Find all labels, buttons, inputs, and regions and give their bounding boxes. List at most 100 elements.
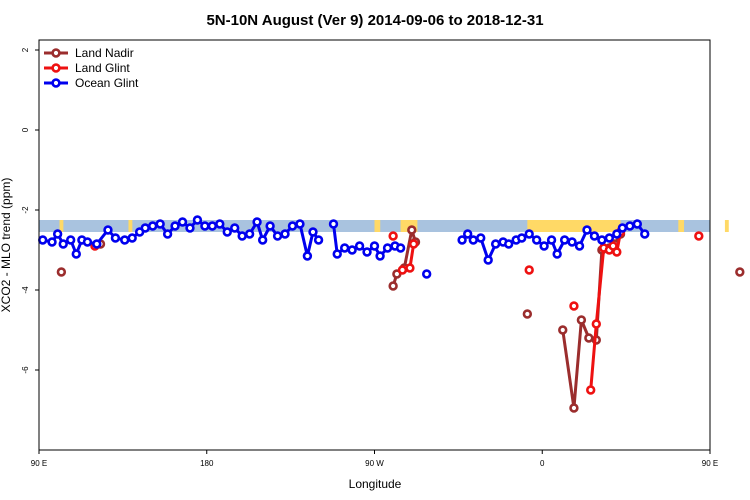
data-point-2-3-26 (640, 229, 650, 239)
y-tick-label-3: -4 (21, 286, 30, 294)
data-point-0-2-3 (407, 225, 417, 235)
data-point-2-0-20 (185, 223, 195, 233)
series-land-nadir (56, 225, 745, 413)
data-point-2-3-18 (582, 225, 592, 235)
data-point-2-1-3 (347, 245, 357, 255)
data-point-2-3-12 (539, 241, 549, 251)
y-tick-label-1: 0 (21, 127, 30, 132)
land-patch-2 (374, 220, 381, 232)
legend-marker-2 (51, 78, 61, 88)
data-point-1-5-5 (612, 247, 622, 257)
land-band-1 (527, 220, 621, 232)
data-point-1-1-0 (388, 231, 398, 241)
data-point-2-0-37 (308, 227, 318, 237)
data-point-2-0-16 (155, 219, 165, 229)
data-point-2-0-2 (52, 229, 63, 239)
data-point-1-2-2 (408, 239, 419, 249)
data-point-2-0-3 (58, 239, 68, 249)
data-point-2-3-22 (612, 229, 622, 239)
data-point-0-4-2 (576, 315, 587, 325)
data-point-2-3-20 (597, 235, 607, 245)
data-point-2-0-22 (200, 221, 210, 231)
data-point-2-3-3 (476, 233, 486, 243)
data-point-0-4-1 (569, 403, 579, 413)
y-axis: 2 0 -2 -4 -6 (21, 47, 39, 374)
legend-label-1: Land Glint (75, 61, 130, 75)
data-point-2-1-0 (328, 219, 339, 229)
data-point-2-0-32 (272, 231, 283, 241)
data-point-0-0-0 (56, 267, 67, 277)
legend-label-0: Land Nadir (75, 46, 134, 60)
series-layer (38, 215, 745, 413)
data-point-2-0-21 (192, 215, 203, 225)
data-point-0-3-0 (522, 309, 533, 319)
data-point-2-0-34 (287, 221, 298, 231)
y-tick-label-0: 2 (21, 47, 30, 52)
data-point-2-0-8 (92, 239, 102, 249)
data-point-2-3-24 (625, 221, 635, 231)
x-tick-label-2: 90 W (365, 459, 384, 468)
data-point-2-0-12 (127, 233, 137, 243)
data-point-1-2-0 (397, 265, 408, 275)
data-point-2-3-19 (589, 231, 600, 241)
data-point-1-5-1 (591, 319, 602, 329)
data-point-2-1-8 (382, 243, 393, 253)
data-point-2-3-2 (468, 235, 478, 245)
data-point-2-2-0 (421, 269, 432, 279)
data-point-2-3-11 (531, 235, 542, 245)
series-ocean-glint (38, 215, 650, 279)
data-point-2-3-4 (483, 255, 493, 265)
data-point-2-0-24 (215, 219, 225, 229)
data-point-2-1-1 (332, 249, 342, 259)
data-point-2-0-9 (103, 225, 113, 235)
data-point-2-3-1 (462, 229, 473, 239)
data-point-2-0-26 (230, 223, 240, 233)
data-point-2-3-16 (567, 237, 577, 247)
data-point-2-0-30 (257, 235, 268, 245)
data-point-2-0-25 (222, 227, 232, 237)
data-point-2-0-1 (47, 237, 57, 247)
data-point-2-1-4 (354, 241, 365, 251)
data-point-2-1-2 (339, 243, 350, 253)
data-point-2-3-9 (517, 233, 527, 243)
data-point-2-0-15 (147, 221, 158, 231)
data-point-2-3-15 (559, 235, 570, 245)
chart-title: 5N-10N August (Ver 9) 2014-09-06 to 2018… (206, 12, 543, 29)
data-point-1-6-0 (694, 231, 704, 241)
data-point-2-0-19 (177, 217, 188, 227)
data-point-2-0-17 (162, 229, 173, 239)
data-point-2-0-18 (170, 221, 180, 231)
data-point-0-4-3 (584, 333, 594, 343)
data-point-2-0-10 (110, 233, 121, 243)
data-point-2-3-21 (604, 233, 615, 243)
x-tick-label-4: 90 E (702, 459, 718, 468)
data-point-2-0-14 (140, 223, 150, 233)
y-tick-label-2: -2 (21, 206, 30, 214)
data-point-1-4-0 (569, 301, 579, 311)
data-point-2-1-6 (369, 241, 380, 251)
y-tick-label-4: -6 (21, 366, 30, 374)
data-point-2-3-17 (574, 241, 585, 251)
data-point-2-0-36 (302, 251, 313, 261)
land-patch-1 (128, 220, 133, 232)
data-point-2-3-14 (552, 249, 562, 259)
land-patch-4 (724, 220, 729, 232)
data-point-2-0-29 (252, 217, 262, 227)
data-point-2-0-23 (207, 221, 218, 231)
series-land-glint (90, 227, 704, 395)
legend-label-2: Ocean Glint (75, 76, 139, 90)
x-tick-label-3: 0 (540, 459, 545, 468)
data-point-2-0-7 (82, 237, 93, 247)
data-point-0-2-0 (388, 281, 398, 291)
data-point-2-0-5 (71, 249, 81, 259)
data-point-1-3-0 (524, 265, 534, 275)
land-patch-0 (59, 220, 64, 232)
x-axis: 90 E 180 90 W 0 90 E (31, 450, 718, 468)
data-point-2-0-35 (295, 219, 305, 229)
data-point-2-3-25 (632, 219, 643, 229)
data-point-2-0-33 (280, 229, 290, 239)
data-point-2-1-7 (375, 251, 385, 261)
x-tick-label-1: 180 (200, 459, 214, 468)
